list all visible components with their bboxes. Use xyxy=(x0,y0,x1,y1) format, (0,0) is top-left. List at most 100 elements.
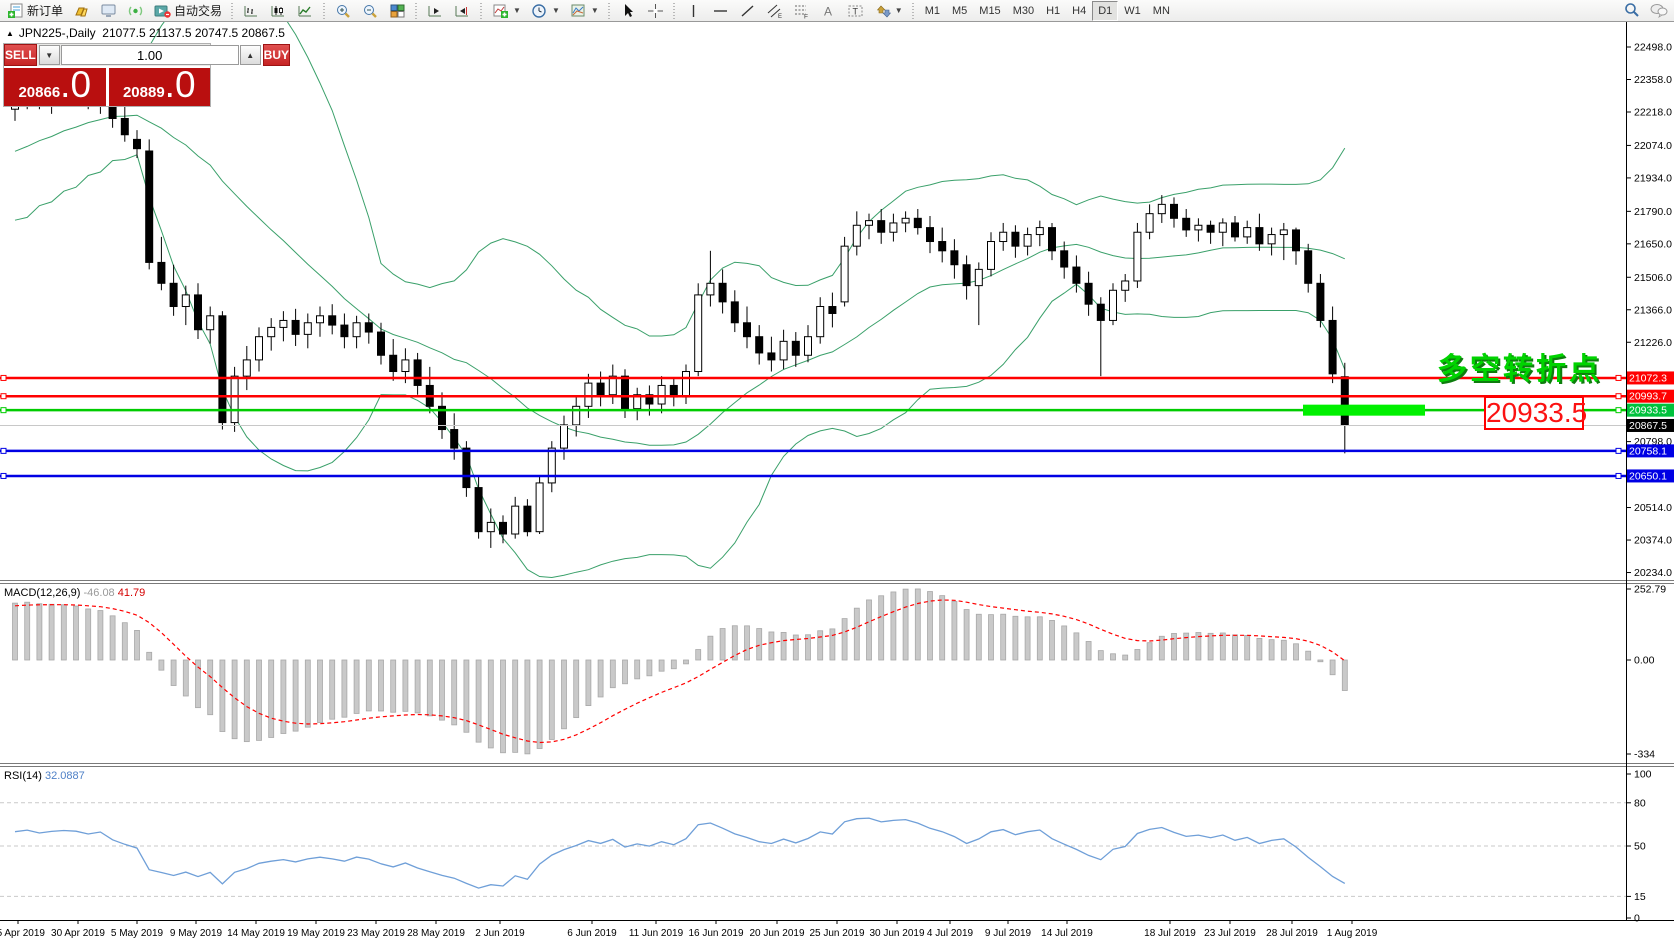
candle-body-bear xyxy=(1304,250,1313,284)
candle xyxy=(1206,220,1215,244)
line-anchor[interactable] xyxy=(1615,472,1622,479)
search-icon[interactable] xyxy=(1624,2,1640,18)
channel-button[interactable]: E xyxy=(761,0,788,22)
candle xyxy=(743,306,751,349)
macd-histogram-bar xyxy=(1244,635,1251,661)
timeframe-MN[interactable]: MN xyxy=(1152,4,1170,17)
volume-input[interactable] xyxy=(60,45,239,65)
candle xyxy=(1072,255,1081,293)
line-anchor[interactable] xyxy=(1615,393,1622,400)
macd-histogram-bar xyxy=(634,659,641,680)
trendline-button[interactable] xyxy=(734,0,761,22)
macd-histogram-bar xyxy=(561,659,567,730)
macd-histogram-bar xyxy=(121,622,128,661)
gold-bars-icon xyxy=(75,7,88,16)
price-tick-label: 20374.0 xyxy=(1634,535,1672,547)
candle xyxy=(999,222,1008,251)
line-chart-button[interactable] xyxy=(292,0,319,22)
candle-body-bear xyxy=(1084,282,1093,305)
auto-trading-button[interactable]: 自动交易 xyxy=(149,0,227,22)
indicators-button[interactable]: ▼ xyxy=(487,0,526,22)
toolbar-separator xyxy=(909,2,917,19)
candle xyxy=(1304,243,1313,293)
timeframe-M1[interactable]: M1 xyxy=(924,4,940,17)
timeframe-H1[interactable]: H1 xyxy=(1046,4,1061,17)
line-anchor[interactable] xyxy=(1615,407,1622,414)
candle-body-bear xyxy=(1328,319,1337,375)
fibonacci-button[interactable]: F xyxy=(788,0,815,22)
candle-body-bear xyxy=(1231,222,1239,238)
timeframe-M15[interactable]: M15 xyxy=(979,4,1001,17)
new-order-button[interactable]: 新订单 xyxy=(2,0,68,22)
candle xyxy=(901,211,910,233)
timeframe-M5[interactable]: M5 xyxy=(952,4,968,17)
zoom-in-button[interactable] xyxy=(330,0,357,22)
arrows-button[interactable]: ▼ xyxy=(869,0,908,22)
crosshair-button[interactable] xyxy=(642,0,669,22)
horizontal-line-button[interactable] xyxy=(707,0,734,22)
price-callout-box[interactable]: 20933.5 xyxy=(1484,396,1588,430)
macd-histogram-bar xyxy=(707,635,714,661)
timeframe-W1[interactable]: W1 xyxy=(1124,4,1141,17)
zoom-out-button[interactable] xyxy=(357,0,384,22)
macd-histogram-bar xyxy=(1305,650,1312,661)
timeframe-H4[interactable]: H4 xyxy=(1072,4,1087,17)
market-watch-button[interactable] xyxy=(68,0,95,22)
macd-histogram-bar xyxy=(890,591,897,661)
volume-decrease-button[interactable]: ▼ xyxy=(38,45,60,65)
date-label: 9 May 2019 xyxy=(170,928,223,939)
auto-scroll-button[interactable] xyxy=(422,0,449,22)
timeframe-D1[interactable]: D1 xyxy=(1092,0,1119,21)
macd-histogram-bar xyxy=(402,659,409,712)
cursor-button[interactable] xyxy=(615,0,642,22)
bar-chart-button[interactable] xyxy=(238,0,265,22)
volume-increase-button[interactable]: ▲ xyxy=(239,45,261,65)
chart-canvas[interactable]: 22498.0 22358.0 22218.0 22074.0 21934.0 21790… xyxy=(0,22,1674,947)
line-anchor[interactable] xyxy=(1615,447,1622,454)
collapse-panel-icon[interactable]: ▲ xyxy=(6,29,14,38)
macd-histogram-bar xyxy=(585,659,592,706)
line-anchor[interactable] xyxy=(1615,374,1622,381)
timeframe-M30[interactable]: M30 xyxy=(1012,4,1035,17)
signals-button[interactable] xyxy=(122,0,149,22)
price-tick-label: 22074.0 xyxy=(1634,140,1672,152)
price-tag-20650.1 xyxy=(1627,469,1674,483)
arrow-objects-icon xyxy=(876,5,891,17)
line-anchor[interactable] xyxy=(0,393,7,400)
candle xyxy=(291,308,300,346)
line-anchor[interactable] xyxy=(0,374,7,381)
chart-shift-button[interactable] xyxy=(449,0,476,22)
sell-button[interactable]: SELL xyxy=(4,44,37,66)
candle-body-bear xyxy=(1048,227,1056,252)
candle xyxy=(950,239,959,279)
vertical-line-button[interactable] xyxy=(680,0,707,22)
text-button[interactable]: A xyxy=(815,0,842,22)
candle xyxy=(608,364,617,405)
date-label: 19 May 2019 xyxy=(287,928,345,939)
candle-body-bear xyxy=(755,336,764,354)
buy-price-tile[interactable]: 20889. 0 xyxy=(108,66,210,106)
buy-button[interactable]: BUY xyxy=(262,44,291,66)
tile-windows-button[interactable] xyxy=(384,0,411,22)
terminal-button[interactable] xyxy=(95,0,122,22)
sell-price-tile[interactable]: 20866. 0 xyxy=(4,66,106,106)
macd-histogram-bar xyxy=(292,659,299,732)
line-anchor[interactable] xyxy=(0,447,7,454)
macd-histogram-bar xyxy=(487,659,494,749)
macd-histogram-bar xyxy=(439,659,445,721)
candle-chart-button[interactable] xyxy=(265,0,292,22)
text-label-button[interactable]: T xyxy=(842,0,869,22)
candle-body-bull xyxy=(352,322,361,338)
line-anchor[interactable] xyxy=(0,472,7,479)
candle xyxy=(169,264,178,316)
chat-icon[interactable] xyxy=(1650,2,1668,18)
line-anchor[interactable] xyxy=(0,407,7,414)
periods-button[interactable]: ▼ xyxy=(526,0,565,22)
candle-body-bear xyxy=(1096,303,1105,321)
turning-point-annotation[interactable]: 多空转折点 xyxy=(1437,353,1602,386)
candle xyxy=(438,392,446,439)
highlight-bar[interactable] xyxy=(1303,404,1425,416)
templates-button[interactable]: ▼ xyxy=(565,0,604,22)
macd-histogram-bar xyxy=(622,659,628,685)
candle-body-bear xyxy=(340,324,349,338)
